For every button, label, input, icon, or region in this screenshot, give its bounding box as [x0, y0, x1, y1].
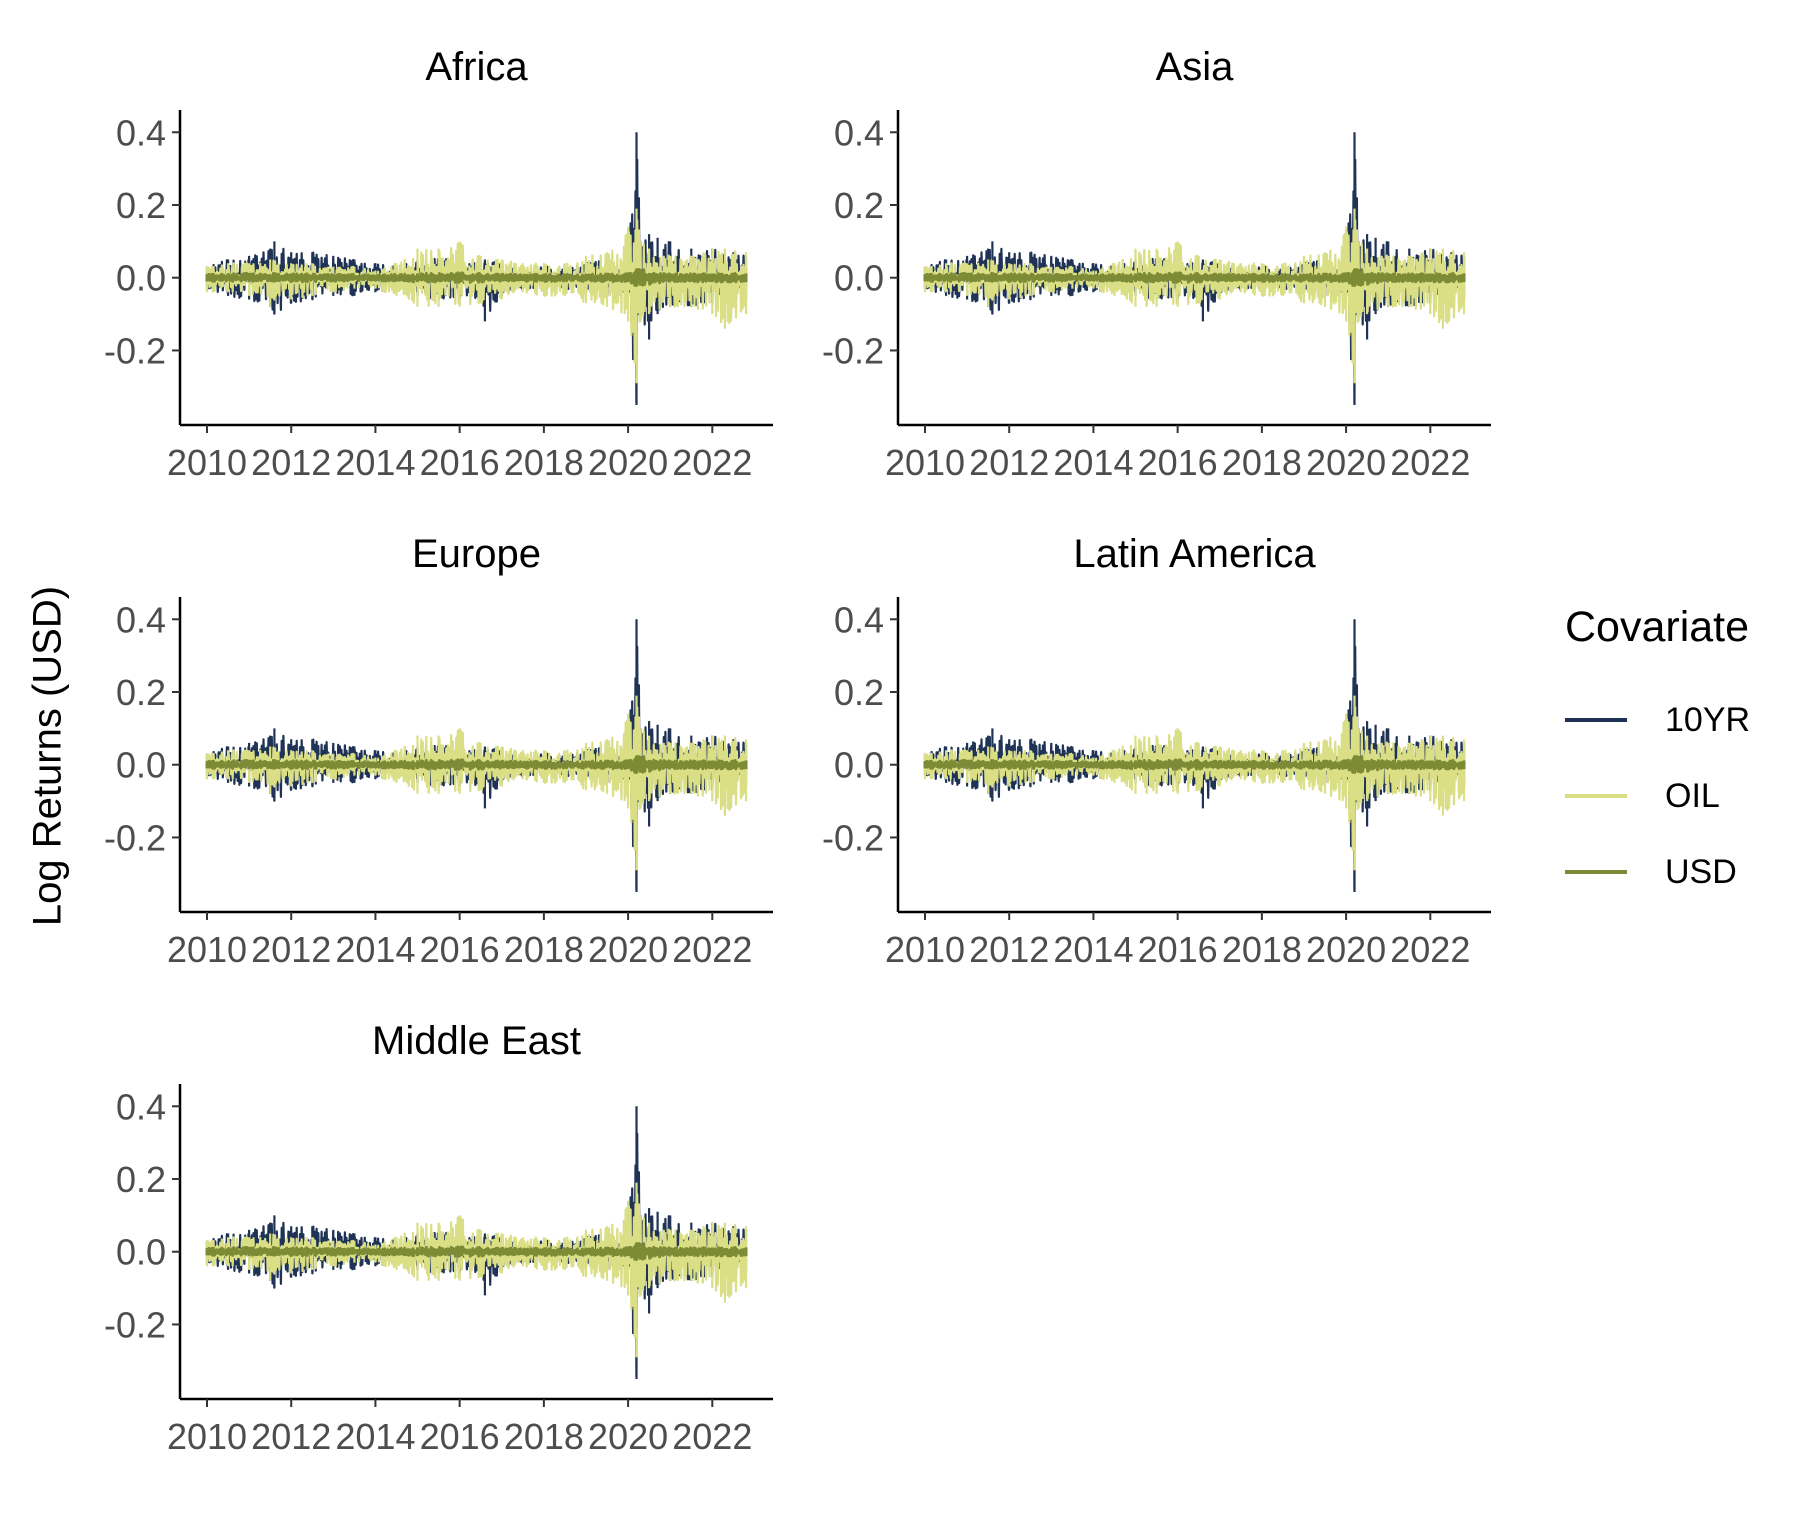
panel-title-latin-america: Latin America [1073, 532, 1316, 576]
series-line-usd [205, 755, 748, 774]
y-tick-label: 0.2 [116, 1159, 166, 1200]
x-tick-label: 2012 [969, 442, 1049, 483]
legend-key-10yr [1565, 718, 1627, 722]
x-tick-label: 2016 [420, 1416, 500, 1457]
y-tick-label: 0.4 [116, 112, 166, 153]
x-tick-label: 2022 [672, 442, 752, 483]
y-tick-label: -0.2 [104, 817, 166, 858]
series-line-usd [205, 1242, 748, 1261]
panel-title-asia: Asia [1156, 45, 1235, 89]
y-tick-label: 0.4 [116, 1086, 166, 1127]
x-tick-label: 2010 [885, 929, 965, 970]
y-tick-label: 0.4 [834, 599, 884, 640]
y-tick-label: -0.2 [822, 330, 884, 371]
y-tick-label: 0.0 [116, 258, 166, 299]
legend: Covariate 10YR OIL USD [1565, 603, 1750, 910]
legend-item-oil: OIL [1565, 758, 1750, 834]
x-tick-label: 2020 [588, 442, 668, 483]
legend-label-usd: USD [1665, 852, 1737, 891]
y-tick-label: 0.0 [834, 258, 884, 299]
x-tick-label: 2010 [167, 442, 247, 483]
y-tick-label: 0.0 [116, 1232, 166, 1273]
series-line-usd [923, 755, 1466, 774]
y-tick-label: 0.2 [834, 185, 884, 226]
x-tick-label: 2018 [1222, 442, 1302, 483]
y-tick-label: -0.2 [822, 817, 884, 858]
x-tick-label: 2012 [251, 1416, 331, 1457]
y-tick-label: 0.0 [116, 745, 166, 786]
x-tick-label: 2022 [1390, 442, 1470, 483]
x-tick-label: 2014 [335, 1416, 415, 1457]
legend-item-usd: USD [1565, 834, 1750, 910]
x-tick-label: 2020 [588, 1416, 668, 1457]
x-tick-label: 2020 [1306, 442, 1386, 483]
x-tick-label: 2020 [588, 929, 668, 970]
y-tick-label: -0.2 [104, 330, 166, 371]
x-tick-label: 2014 [335, 929, 415, 970]
x-tick-label: 2018 [504, 1416, 584, 1457]
legend-label-10yr: 10YR [1665, 700, 1751, 739]
x-tick-label: 2014 [1053, 929, 1133, 970]
x-tick-label: 2016 [420, 442, 500, 483]
series-line-usd [923, 268, 1466, 287]
y-tick-label: 0.2 [116, 185, 166, 226]
x-tick-label: 2010 [167, 929, 247, 970]
x-tick-label: 2020 [1306, 929, 1386, 970]
y-tick-label: 0.0 [834, 745, 884, 786]
legend-item-10yr: 10YR [1565, 682, 1750, 758]
y-tick-label: 0.4 [834, 112, 884, 153]
legend-title: Covariate [1565, 603, 1750, 651]
x-tick-label: 2022 [1390, 929, 1470, 970]
x-tick-label: 2018 [504, 442, 584, 483]
legend-key-oil [1565, 794, 1627, 798]
x-tick-label: 2012 [251, 929, 331, 970]
x-tick-label: 2022 [672, 1416, 752, 1457]
x-tick-label: 2018 [504, 929, 584, 970]
x-tick-label: 2022 [672, 929, 752, 970]
x-tick-label: 2014 [1053, 442, 1133, 483]
panel-title-africa: Africa [425, 45, 528, 89]
x-tick-label: 2010 [885, 442, 965, 483]
panel-title-europe: Europe [412, 532, 541, 576]
legend-label-oil: OIL [1665, 776, 1720, 815]
y-tick-label: 0.2 [116, 672, 166, 713]
x-tick-label: 2016 [1138, 929, 1218, 970]
panel-title-middle-east: Middle East [372, 1019, 581, 1063]
x-tick-label: 2016 [420, 929, 500, 970]
y-tick-label: -0.2 [104, 1304, 166, 1345]
x-tick-label: 2018 [1222, 929, 1302, 970]
x-tick-label: 2014 [335, 442, 415, 483]
x-tick-label: 2012 [969, 929, 1049, 970]
x-tick-label: 2012 [251, 442, 331, 483]
panel-middle-east: Middle East -0.2 0.0 0.2 0.4 2010 2012 2014 2016… [104, 1019, 773, 1457]
y-tick-label: 0.4 [116, 599, 166, 640]
x-tick-label: 2010 [167, 1416, 247, 1457]
x-tick-label: 2016 [1138, 442, 1218, 483]
y-axis-label: Log Returns (USD) [25, 585, 70, 927]
y-tick-label: 0.2 [834, 672, 884, 713]
series-line-usd [205, 268, 748, 287]
legend-key-usd [1565, 870, 1627, 874]
